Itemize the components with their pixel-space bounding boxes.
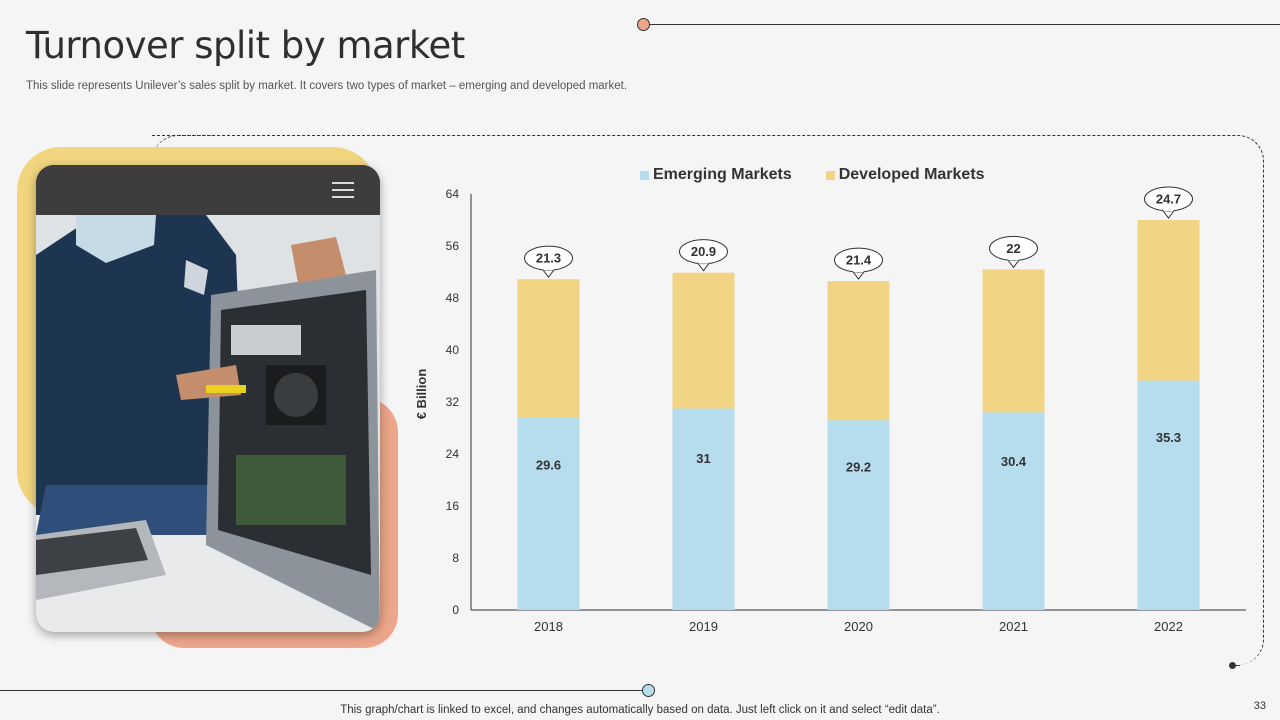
data-label-developed-2019: 20.9 (691, 244, 716, 259)
callout-pointer-2021 (1007, 259, 1020, 269)
x-tick-label-2018: 2018 (534, 619, 563, 634)
bars: 29.6 21.3 31 20.9 29.2 21.4 30.4 22 35.3 24.7 (517, 186, 1200, 610)
bar-emerging-2020 (827, 420, 890, 610)
data-label-developed-2022: 24.7 (1156, 192, 1181, 207)
y-tick-label: 48 (446, 291, 460, 305)
bar-emerging-2021 (982, 412, 1045, 610)
footer-note: This graph/chart is linked to excel, and… (340, 704, 940, 716)
chart-dashed-frame-corner (152, 135, 212, 165)
x-tick-label-2019: 2019 (689, 619, 718, 634)
data-label-emerging-2021: 30.4 (1001, 454, 1027, 469)
x-axis-ticks: 2018 2019 2020 2021 2022 (534, 619, 1183, 634)
x-tick-label-2022: 2022 (1154, 619, 1183, 634)
tablet-top-bar (36, 165, 380, 215)
legend-item-emerging: Emerging Markets (640, 166, 792, 184)
bar-developed-2018 (517, 279, 580, 418)
callout-pointer-2018 (542, 268, 555, 278)
technician-photo (36, 215, 380, 632)
data-label-emerging-2019: 31 (696, 451, 710, 466)
y-tick-label: 32 (446, 395, 460, 409)
top-decor-line (645, 24, 1280, 25)
legend-swatch-emerging (640, 170, 649, 180)
data-label-emerging-2022: 35.3 (1156, 430, 1181, 445)
callout-pointer-2022 (1162, 209, 1175, 219)
y-axis-label: € Billion (414, 369, 429, 420)
x-tick-label-2020: 2020 (844, 619, 873, 634)
callout-joint-2019 (698, 260, 709, 264)
y-tick-label: 8 (452, 551, 459, 565)
legend-label-emerging: Emerging Markets (653, 166, 792, 183)
data-label-developed-2020: 21.4 (846, 253, 872, 268)
top-decor-dot (637, 18, 650, 31)
data-label-emerging-2020: 29.2 (846, 460, 871, 475)
tablet-mockup (36, 165, 380, 632)
callout-pointer-2019 (697, 262, 710, 272)
y-tick-label: 40 (446, 343, 460, 357)
bar-developed-2021 (982, 269, 1045, 413)
legend-item-developed: Developed Markets (825, 166, 985, 184)
callout-pointer-2020 (852, 270, 865, 280)
y-tick-label: 0 (452, 603, 459, 617)
chart-legend: Emerging Markets Developed Markets (640, 166, 985, 184)
bar-developed-2022 (1137, 220, 1200, 381)
bar-developed-2020 (827, 281, 890, 421)
page-title: Turnover split by market (26, 24, 465, 67)
y-tick-label: 16 (446, 499, 460, 513)
legend-label-developed: Developed Markets (838, 166, 985, 183)
callout-joint-2018 (543, 267, 554, 271)
y-tick-label: 64 (446, 187, 460, 201)
chart-dashed-frame (152, 135, 1264, 665)
bar-developed-2019 (672, 272, 735, 409)
bottom-decor-line (0, 690, 645, 691)
y-axis-ticks: 0 8 16 24 32 40 48 56 64 (446, 187, 460, 617)
bar-emerging-2022 (1137, 380, 1200, 610)
frame-end-line (1234, 665, 1240, 666)
x-tick-label-2021: 2021 (999, 619, 1028, 634)
bottom-decor-dot (642, 684, 655, 697)
data-label-developed-2021: 22 (1006, 241, 1020, 256)
bar-emerging-2018 (517, 417, 580, 610)
data-label-developed-2018: 21.3 (536, 251, 561, 266)
bar-emerging-2019 (672, 408, 735, 610)
y-tick-label: 56 (446, 239, 460, 253)
frame-end-dot (1229, 662, 1236, 669)
y-tick-label: 24 (446, 447, 460, 461)
callout-joint-2021 (1008, 257, 1019, 261)
page-subtitle: This slide represents Unilever’s sales s… (26, 80, 628, 92)
hamburger-menu-icon (332, 182, 354, 198)
legend-swatch-developed (825, 170, 835, 180)
page-number: 33 (1253, 700, 1266, 712)
callout-joint-2022 (1163, 208, 1174, 211)
data-label-emerging-2018: 29.6 (536, 458, 561, 473)
callout-joint-2020 (853, 269, 864, 273)
